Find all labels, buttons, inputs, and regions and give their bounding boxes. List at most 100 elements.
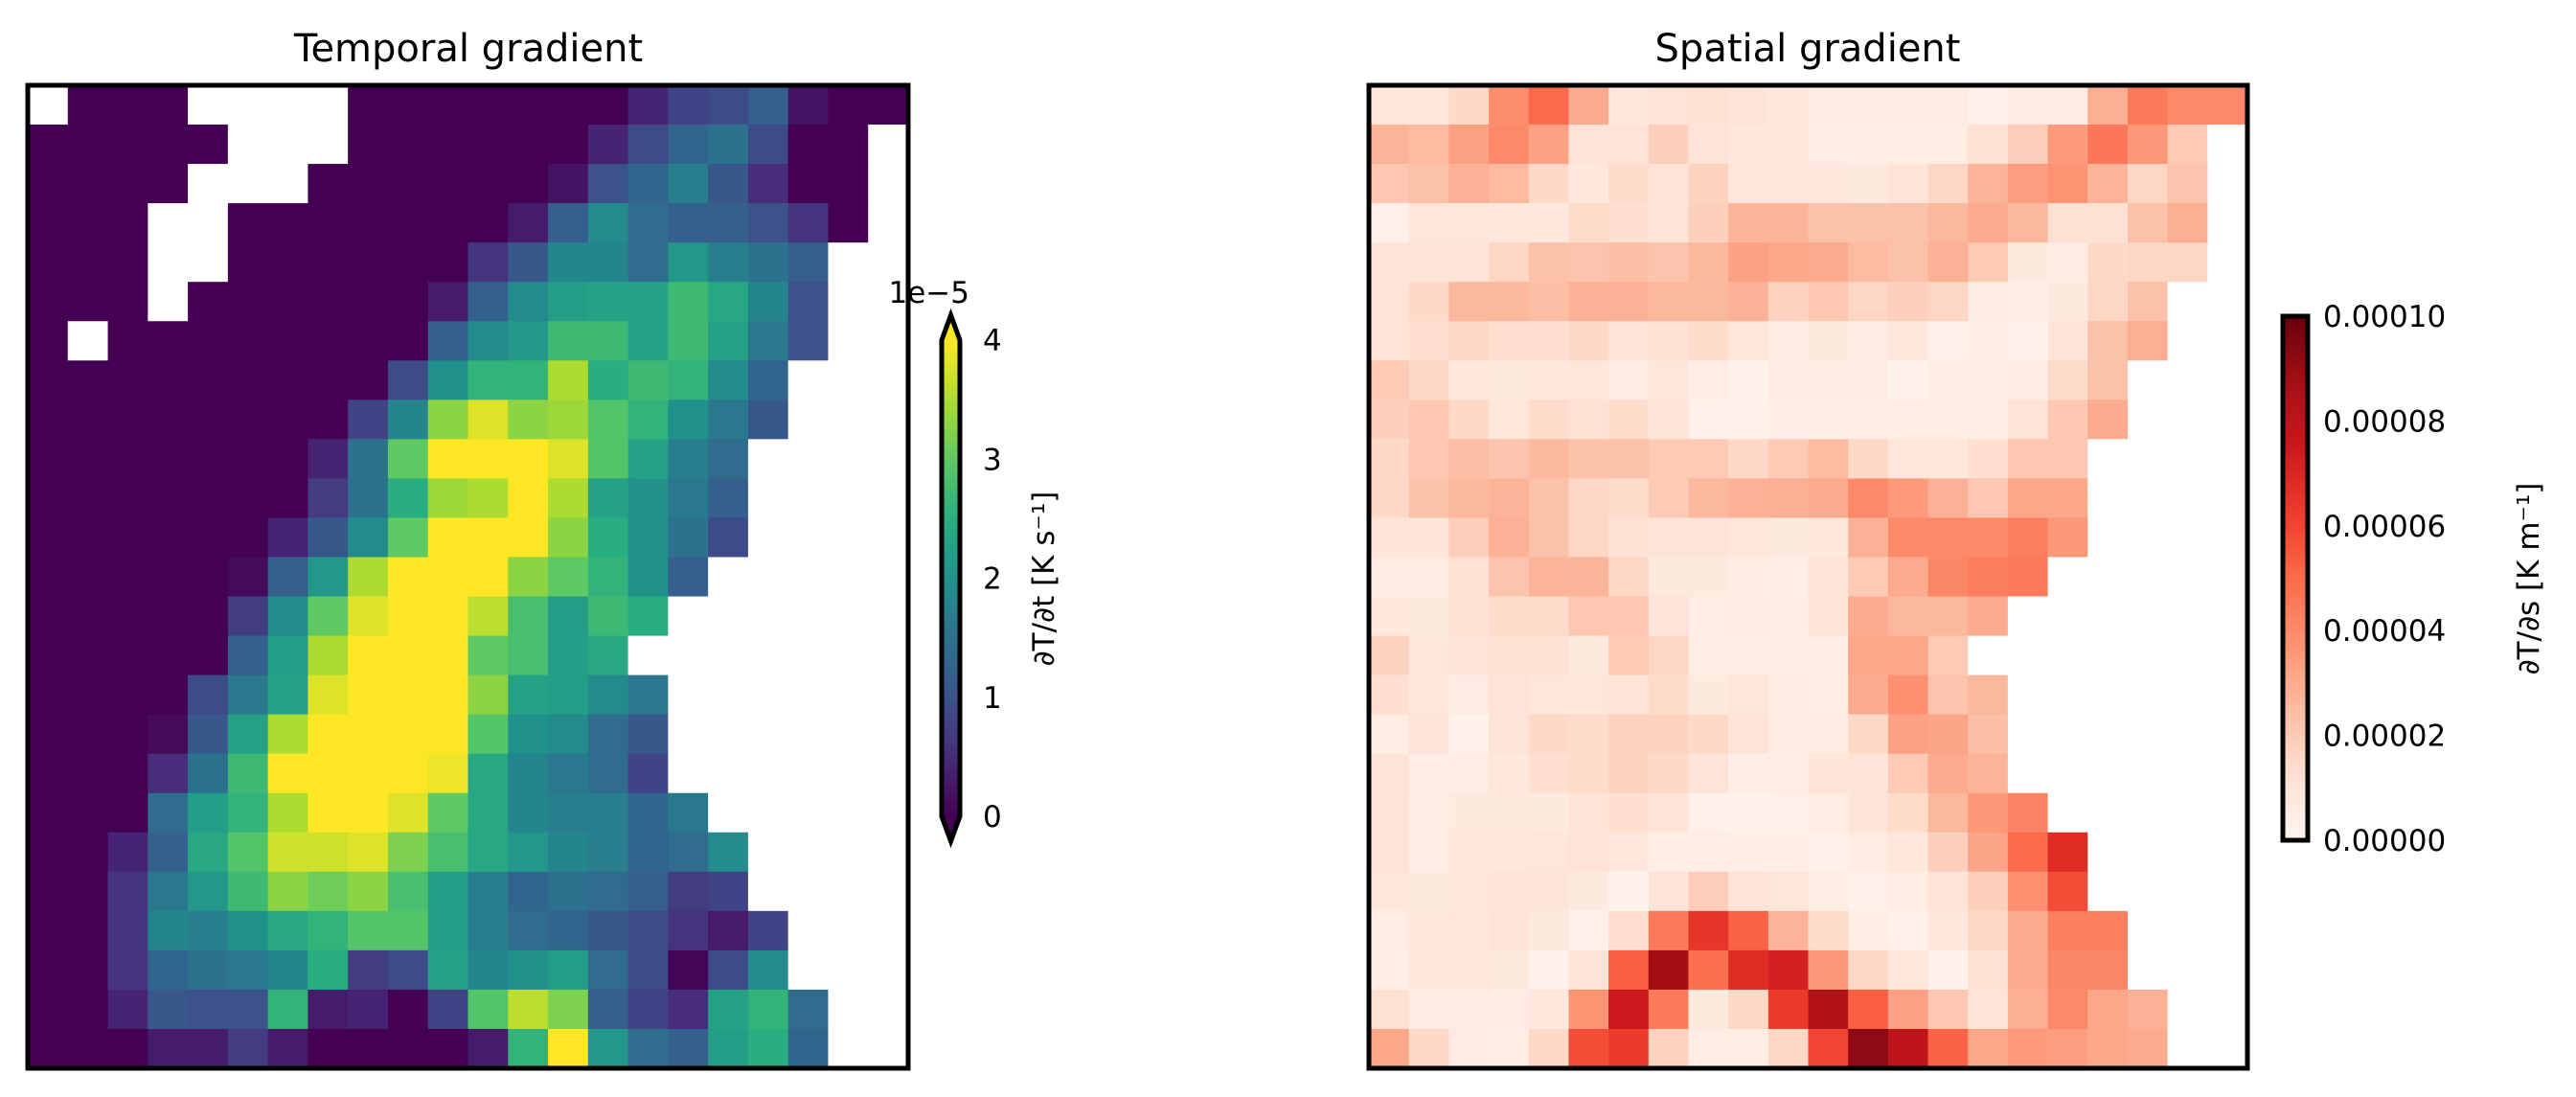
heatmap-cell	[1369, 164, 1410, 204]
heatmap-cell-missing	[747, 792, 789, 834]
heatmap-cell	[348, 792, 389, 834]
heatmap-cell	[548, 714, 589, 755]
heatmap-cell	[1369, 282, 1410, 322]
heatmap-cell	[467, 164, 509, 204]
heatmap-cell-missing	[2167, 949, 2208, 991]
heatmap-cell	[1688, 439, 1729, 479]
heatmap-cell	[227, 989, 269, 1030]
heatmap-cell	[1808, 125, 1849, 165]
heatmap-cell	[548, 674, 589, 716]
heatmap-cell	[1688, 714, 1729, 755]
heatmap-cell	[467, 85, 509, 126]
heatmap-cell	[467, 792, 509, 834]
heatmap-cell	[28, 282, 69, 322]
heatmap-cell	[67, 910, 109, 951]
heatmap-cell	[348, 714, 389, 755]
heatmap-cell	[587, 360, 629, 400]
heatmap-cell-missing	[828, 242, 869, 283]
heatmap-cell	[1608, 635, 1650, 676]
heatmap-cell	[1927, 1028, 1969, 1069]
heatmap-cell-missing	[2167, 282, 2208, 322]
heatmap-cell	[227, 282, 269, 322]
heatmap-cell	[107, 753, 148, 794]
heatmap-cell	[1848, 557, 1889, 598]
heatmap-cell	[1448, 910, 1490, 951]
heatmap-cell	[1887, 439, 1929, 479]
heatmap-cell	[2127, 203, 2169, 243]
heatmap-cell-missing	[67, 321, 109, 361]
heatmap-cell	[1528, 164, 1570, 204]
heatmap-cell	[308, 910, 349, 951]
heatmap-cell	[1808, 321, 1849, 361]
heatmap-cell	[1489, 989, 1530, 1030]
heatmap-cell	[148, 792, 189, 834]
heatmap-cell	[348, 871, 389, 912]
heatmap-cell	[828, 164, 869, 204]
heatmap-cell	[548, 203, 589, 243]
heatmap-cell	[668, 517, 709, 559]
heatmap-cell	[148, 557, 189, 598]
colorbar-tick-label: 0.00008	[2323, 404, 2446, 439]
heatmap-cell	[107, 164, 148, 204]
heatmap-cell	[467, 557, 509, 598]
heatmap-cell	[427, 242, 469, 283]
heatmap-cell	[1489, 910, 1530, 951]
heatmap-cell	[67, 1028, 109, 1069]
heatmap-cell	[1528, 125, 1570, 165]
heatmap-cell	[148, 360, 189, 400]
heatmap-cell	[1728, 321, 1769, 361]
heatmap-cell	[1568, 478, 1609, 519]
heatmap-cell	[67, 282, 109, 322]
heatmap-cell-missing	[2207, 714, 2248, 755]
heatmap-cell	[148, 949, 189, 991]
heatmap-cell	[1568, 674, 1609, 716]
heatmap-cell	[1408, 753, 1449, 794]
heatmap-cell-missing	[787, 832, 830, 873]
heatmap-cell-missing	[2167, 792, 2208, 834]
heatmap-cell	[2007, 517, 2049, 559]
heatmap-cell	[467, 910, 509, 951]
heatmap-cell	[1408, 832, 1449, 873]
heatmap-cell	[308, 792, 349, 834]
heatmap-cell	[508, 910, 549, 951]
heatmap-cell	[548, 596, 589, 637]
heatmap-cell	[427, 989, 469, 1030]
heatmap-cell	[427, 125, 469, 165]
heatmap-cell	[467, 753, 509, 794]
heatmap-cell	[1489, 714, 1530, 755]
heatmap-cell	[148, 1028, 189, 1069]
heatmap-cell	[2047, 125, 2088, 165]
heatmap-cell	[387, 989, 429, 1030]
heatmap-cell-missing	[2207, 949, 2248, 991]
heatmap-cell	[2047, 517, 2088, 559]
heatmap-cell	[1489, 596, 1530, 637]
heatmap-cell-missing	[2087, 792, 2129, 834]
heatmap-cell	[188, 635, 229, 676]
heatmap-cell-missing	[868, 125, 909, 165]
heatmap-cell	[668, 792, 709, 834]
heatmap-cell	[1648, 85, 1690, 126]
heatmap-cell-missing	[2127, 400, 2169, 440]
heatmap-cell	[1848, 832, 1889, 873]
heatmap-cell-missing	[227, 125, 269, 165]
heatmap-cell	[1767, 714, 1810, 755]
heatmap-cell	[2127, 125, 2169, 165]
heatmap-cell	[1648, 832, 1690, 873]
heatmap-cell	[587, 596, 629, 637]
heatmap-cell-missing	[787, 478, 830, 519]
heatmap-cell	[1848, 517, 1889, 559]
heatmap-cell-missing	[2047, 753, 2088, 794]
heatmap-cell-missing	[868, 674, 909, 716]
heatmap-cell-missing	[2207, 871, 2248, 912]
heatmap-cell	[1848, 203, 1889, 243]
heatmap-cell	[1968, 85, 2009, 126]
heatmap-cell	[107, 360, 148, 400]
heatmap-cell-missing	[2167, 753, 2208, 794]
heatmap-cell-missing	[868, 989, 909, 1030]
heatmap-cell-missing	[868, 792, 909, 834]
heatmap-cell	[1728, 360, 1769, 400]
heatmap-cell	[508, 871, 549, 912]
heatmap-cell	[1448, 125, 1490, 165]
heatmap-cell	[548, 517, 589, 559]
heatmap-cell	[1568, 203, 1609, 243]
